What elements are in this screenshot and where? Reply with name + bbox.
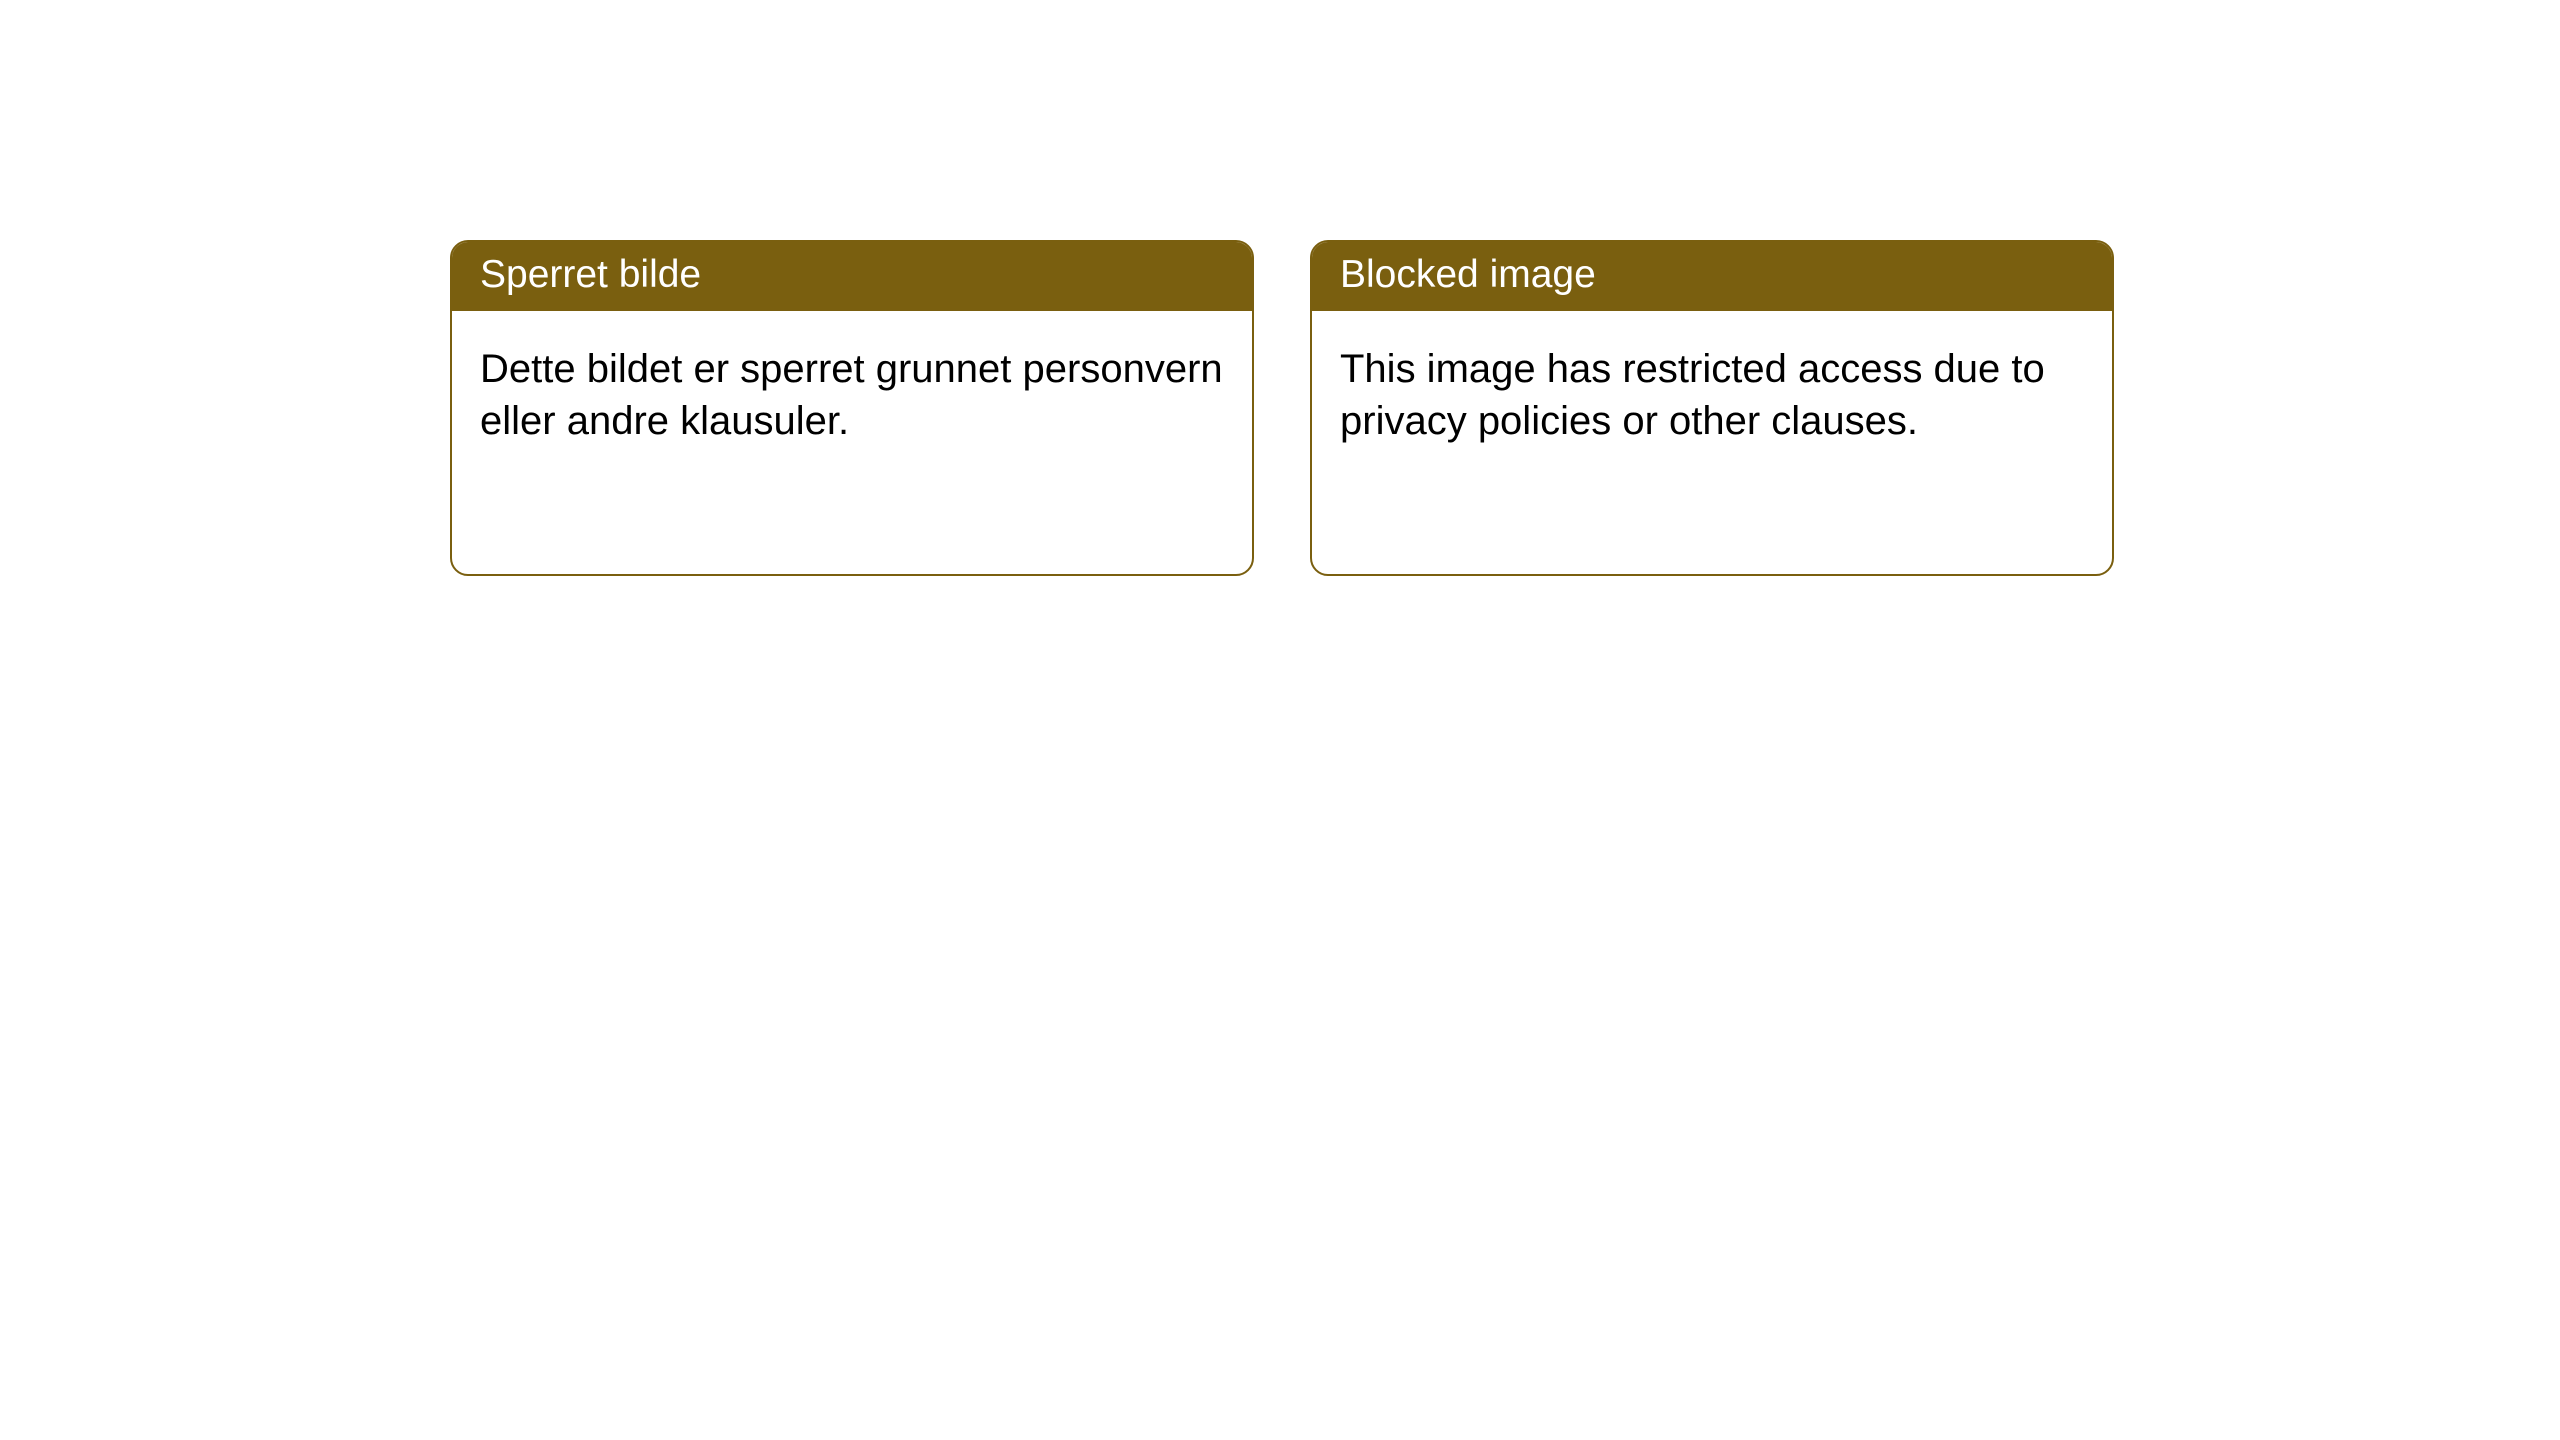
notice-card-english: Blocked image This image has restricted …: [1310, 240, 2114, 576]
notice-card-norwegian: Sperret bilde Dette bildet er sperret gr…: [450, 240, 1254, 576]
notice-header: Blocked image: [1312, 242, 2112, 311]
notice-header: Sperret bilde: [452, 242, 1252, 311]
notice-body: Dette bildet er sperret grunnet personve…: [452, 311, 1252, 479]
notice-row: Sperret bilde Dette bildet er sperret gr…: [450, 240, 2114, 576]
notice-body: This image has restricted access due to …: [1312, 311, 2112, 479]
